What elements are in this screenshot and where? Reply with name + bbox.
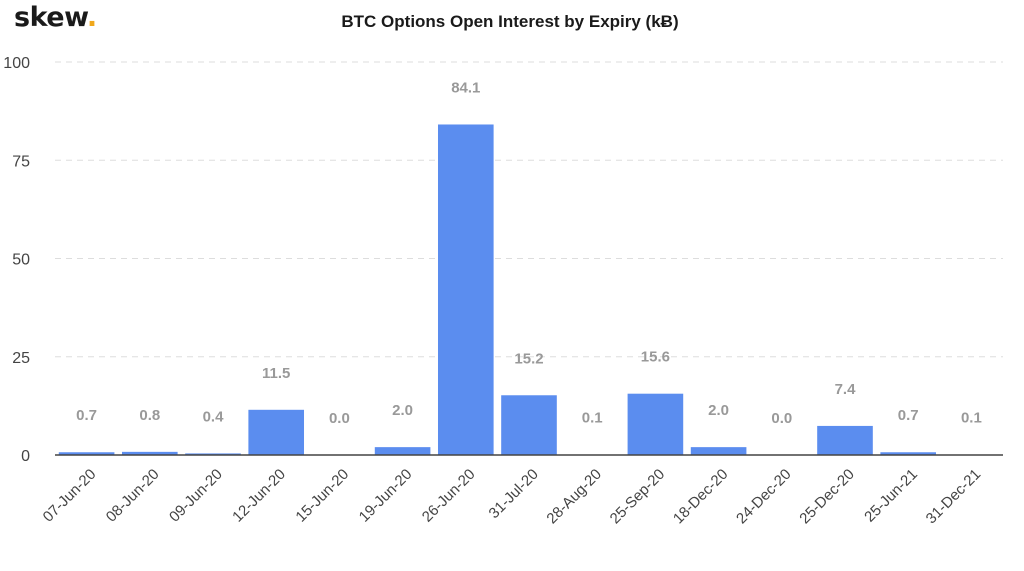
y-axis-ticks: 0 25 50 75 100 (3, 55, 30, 465)
x-tick-label: 08-Jun-20 (103, 466, 163, 526)
value-label: 0.0 (771, 410, 792, 427)
value-label: 0.7 (76, 407, 97, 424)
y-tick-label: 50 (12, 252, 30, 269)
x-tick-label: 09-Jun-20 (166, 466, 226, 526)
value-label: 2.0 (708, 402, 729, 419)
bar (880, 452, 937, 455)
x-tick-label: 25-Jun-21 (861, 466, 921, 526)
value-label: 11.5 (262, 365, 290, 382)
chart-title: BTC Options Open Interest by Expiry (kɃ) (341, 12, 678, 31)
bar (817, 425, 873, 455)
value-labels: 0.7 0.8 0.4 11.5 0.0 2.0 84.1 15.2 0.1 15.6 2.0 0.0… (76, 79, 982, 427)
grid-lines (55, 61, 1003, 358)
x-tick-label: 25-Sep-20 (607, 466, 669, 528)
y-tick-label: 100 (3, 55, 30, 72)
x-tick-label: 15-Jun-20 (292, 466, 352, 526)
x-tick-label: 19-Jun-20 (356, 466, 416, 526)
y-tick-label: 25 (12, 350, 30, 367)
bar (627, 393, 684, 455)
x-tick-label: 18-Dec-20 (670, 466, 732, 528)
value-label: 0.1 (961, 410, 982, 427)
bar (121, 451, 178, 455)
value-label: 15.2 (514, 350, 543, 367)
x-tick-label: 24-Dec-20 (733, 466, 795, 528)
x-tick-label: 26-Jun-20 (419, 466, 479, 526)
value-label: 0.7 (898, 407, 919, 424)
bar (501, 395, 557, 455)
value-label: 0.1 (582, 410, 603, 427)
bar (437, 124, 494, 455)
value-label: 0.0 (329, 410, 350, 427)
bars (58, 124, 1000, 455)
bar (58, 452, 115, 455)
x-tick-label: 31-Dec-21 (923, 466, 985, 528)
bar (248, 409, 305, 455)
bar (374, 447, 431, 455)
x-tick-label: 07-Jun-20 (40, 466, 100, 526)
x-tick-label: 12-Jun-20 (229, 466, 289, 526)
x-tick-label: 28-Aug-20 (543, 466, 605, 528)
logo-dot: . (86, 2, 97, 33)
y-tick-label: 75 (12, 153, 30, 170)
x-tick-label: 31-Jul-20 (486, 466, 542, 522)
x-tick-label: 25-Dec-20 (796, 466, 858, 528)
value-label: 84.1 (451, 79, 480, 96)
value-label: 2.0 (392, 402, 413, 419)
bar (185, 453, 241, 455)
skew-logo: skew. (14, 2, 97, 33)
value-label: 15.6 (641, 349, 670, 366)
value-label: 0.8 (139, 407, 160, 424)
x-axis-ticks: 07-Jun-20 08-Jun-20 09-Jun-20 12-Jun-20 15-J… (40, 466, 985, 528)
bar (690, 447, 747, 455)
value-label: 0.4 (203, 408, 225, 425)
logo-text: skew (14, 2, 87, 33)
value-label: 7.4 (835, 381, 857, 398)
y-tick-label: 0 (21, 448, 30, 465)
